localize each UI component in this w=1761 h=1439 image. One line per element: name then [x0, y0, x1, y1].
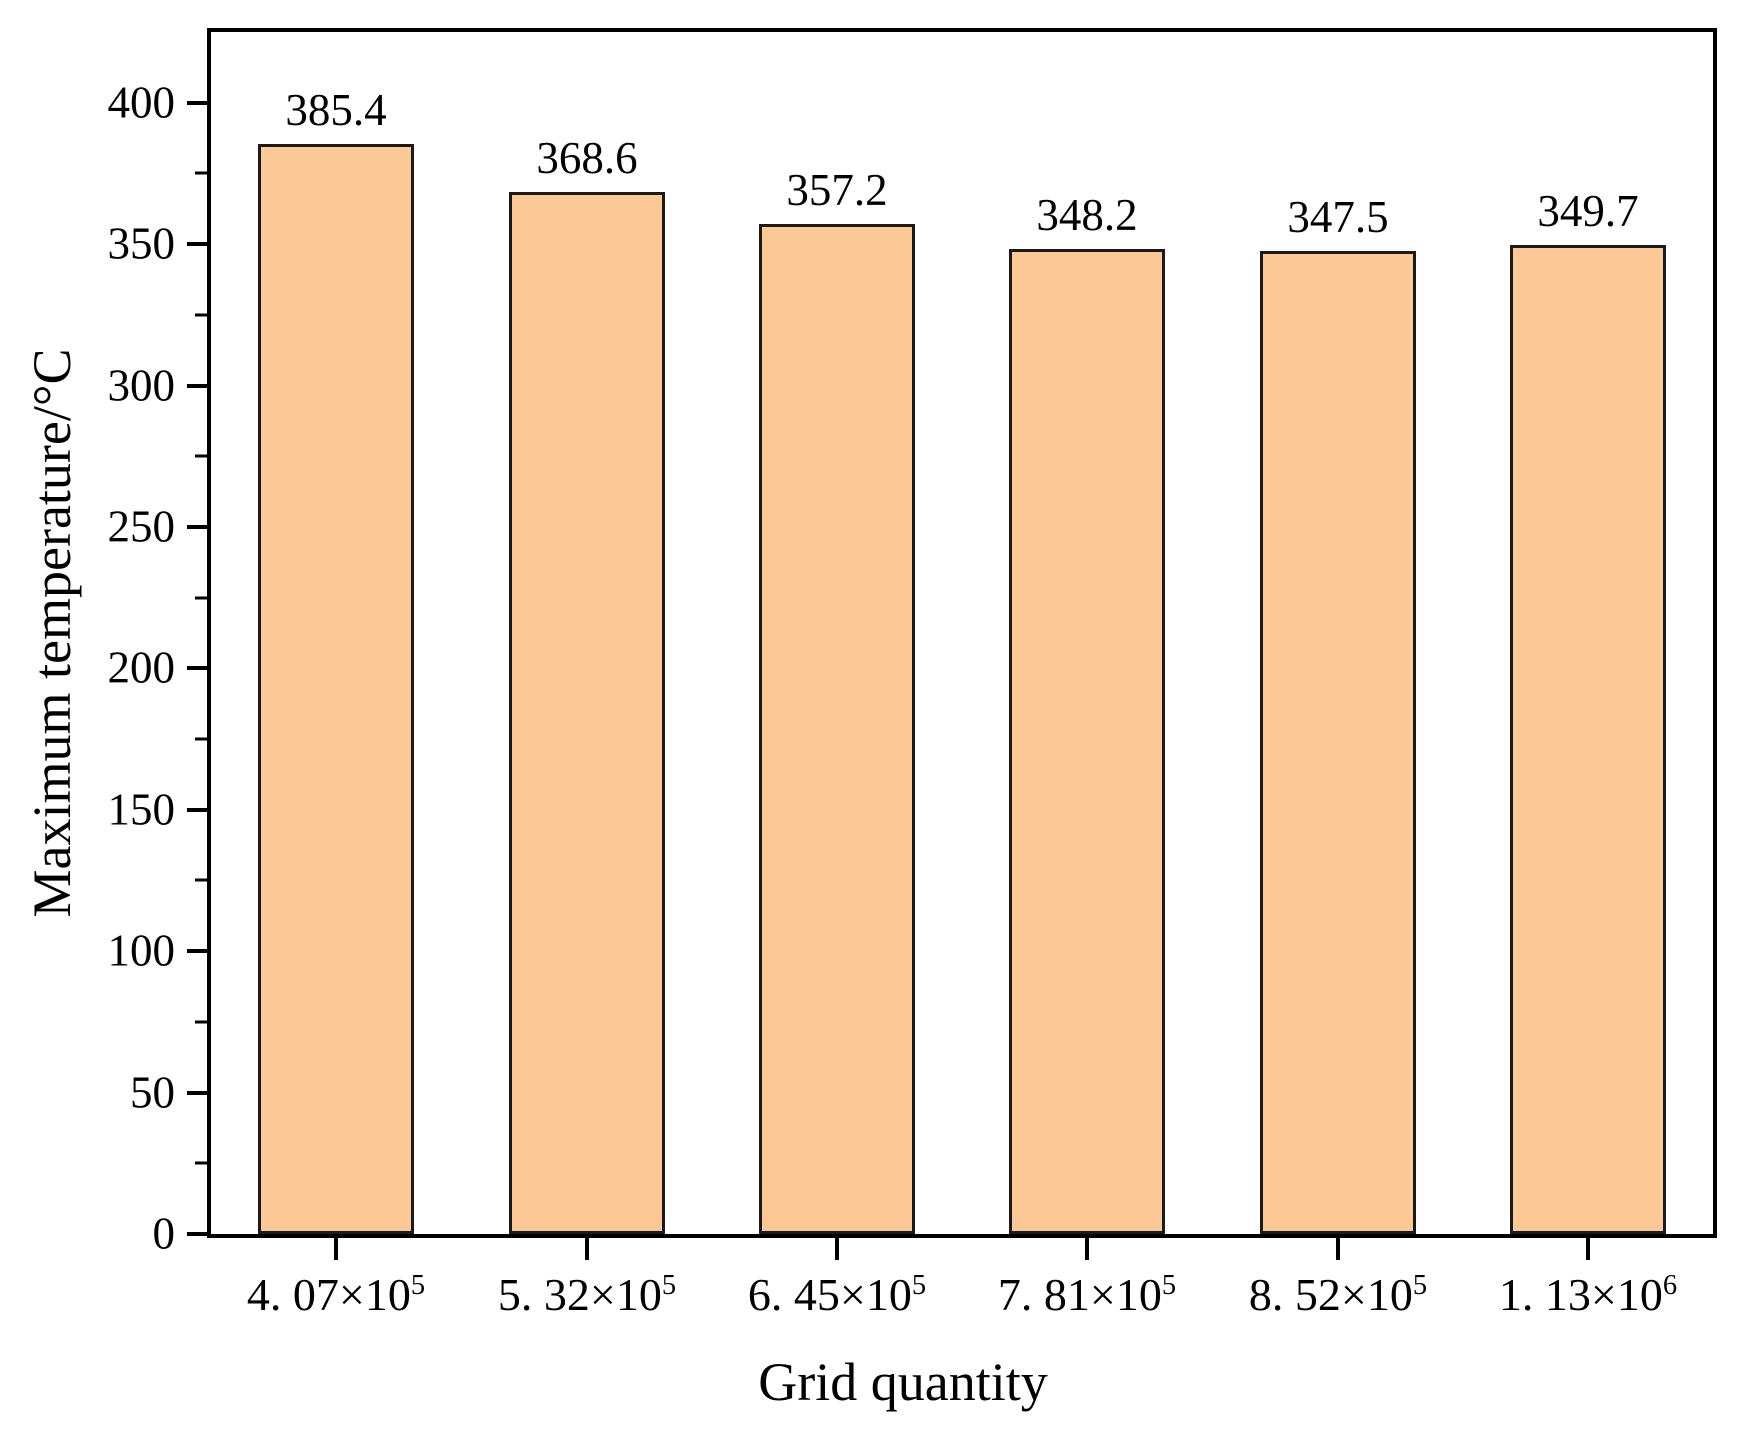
x-axis-tick: [835, 1238, 839, 1260]
y-tick-label: 50: [130, 1067, 175, 1118]
y-tick-label: 350: [107, 218, 176, 269]
bar-value-label: 368.6: [536, 133, 638, 183]
y-axis-major-tick: [187, 242, 207, 246]
bar-value-label: 357.2: [786, 165, 888, 215]
y-axis-minor-tick: [195, 1161, 207, 1165]
x-axis-tick: [1085, 1238, 1089, 1260]
x-tick-label: 7. 81×105: [997, 1269, 1177, 1320]
y-axis-major-tick: [187, 808, 207, 812]
x-tick-label: 4. 07×105: [246, 1269, 426, 1320]
bar: [1009, 249, 1165, 1234]
y-axis-minor-tick: [195, 171, 207, 175]
y-axis-major-tick: [187, 525, 207, 529]
y-axis-minor-tick: [195, 878, 207, 882]
y-tick-label: 100: [107, 925, 176, 976]
plot-area: [207, 28, 1717, 1238]
bar: [258, 144, 414, 1234]
bar: [509, 192, 665, 1234]
y-tick-label: 250: [107, 501, 176, 552]
x-tick-label: 5. 32×105: [497, 1269, 677, 1320]
y-axis-minor-tick: [195, 737, 207, 741]
bar-value-label: 349.7: [1537, 186, 1639, 236]
x-axis-tick: [1586, 1238, 1590, 1260]
y-tick-label: 0: [152, 1208, 176, 1259]
x-tick-exponent: 5: [911, 1270, 927, 1302]
y-tick-label: 150: [107, 784, 176, 835]
x-tick-exponent: 5: [1412, 1270, 1428, 1302]
y-axis-title: Maximum temperature/°C: [22, 348, 82, 918]
bar: [1260, 251, 1416, 1234]
y-axis-minor-tick: [195, 313, 207, 317]
x-axis-title: Grid quantity: [758, 1352, 1048, 1412]
y-axis-minor-tick: [195, 596, 207, 600]
bar-value-label: 348.2: [1036, 190, 1138, 240]
y-axis-major-tick: [187, 101, 207, 105]
bar-value-label: 347.5: [1287, 192, 1389, 242]
x-axis-tick: [585, 1238, 589, 1260]
x-tick-label: 1. 13×106: [1498, 1269, 1678, 1320]
y-axis-major-tick: [187, 1232, 207, 1236]
y-axis-major-tick: [187, 384, 207, 388]
bar: [1510, 245, 1666, 1234]
x-tick-exponent: 5: [661, 1270, 677, 1302]
y-axis-major-tick: [187, 949, 207, 953]
bar: [759, 224, 915, 1234]
x-axis-tick: [1336, 1238, 1340, 1260]
x-axis-tick: [334, 1238, 338, 1260]
y-axis-minor-tick: [195, 454, 207, 458]
y-tick-label: 300: [107, 360, 176, 411]
bar-value-label: 385.4: [285, 85, 387, 135]
y-tick-label: 200: [107, 642, 176, 693]
y-axis-major-tick: [187, 1091, 207, 1095]
x-tick-label: 8. 52×105: [1248, 1269, 1428, 1320]
y-axis-minor-tick: [195, 1020, 207, 1024]
x-tick-label: 6. 45×105: [747, 1269, 927, 1320]
x-tick-exponent: 5: [410, 1270, 426, 1302]
y-tick-label: 400: [107, 77, 176, 128]
x-tick-exponent: 5: [1161, 1270, 1177, 1302]
x-tick-exponent: 6: [1662, 1270, 1678, 1302]
y-axis-major-tick: [187, 666, 207, 670]
